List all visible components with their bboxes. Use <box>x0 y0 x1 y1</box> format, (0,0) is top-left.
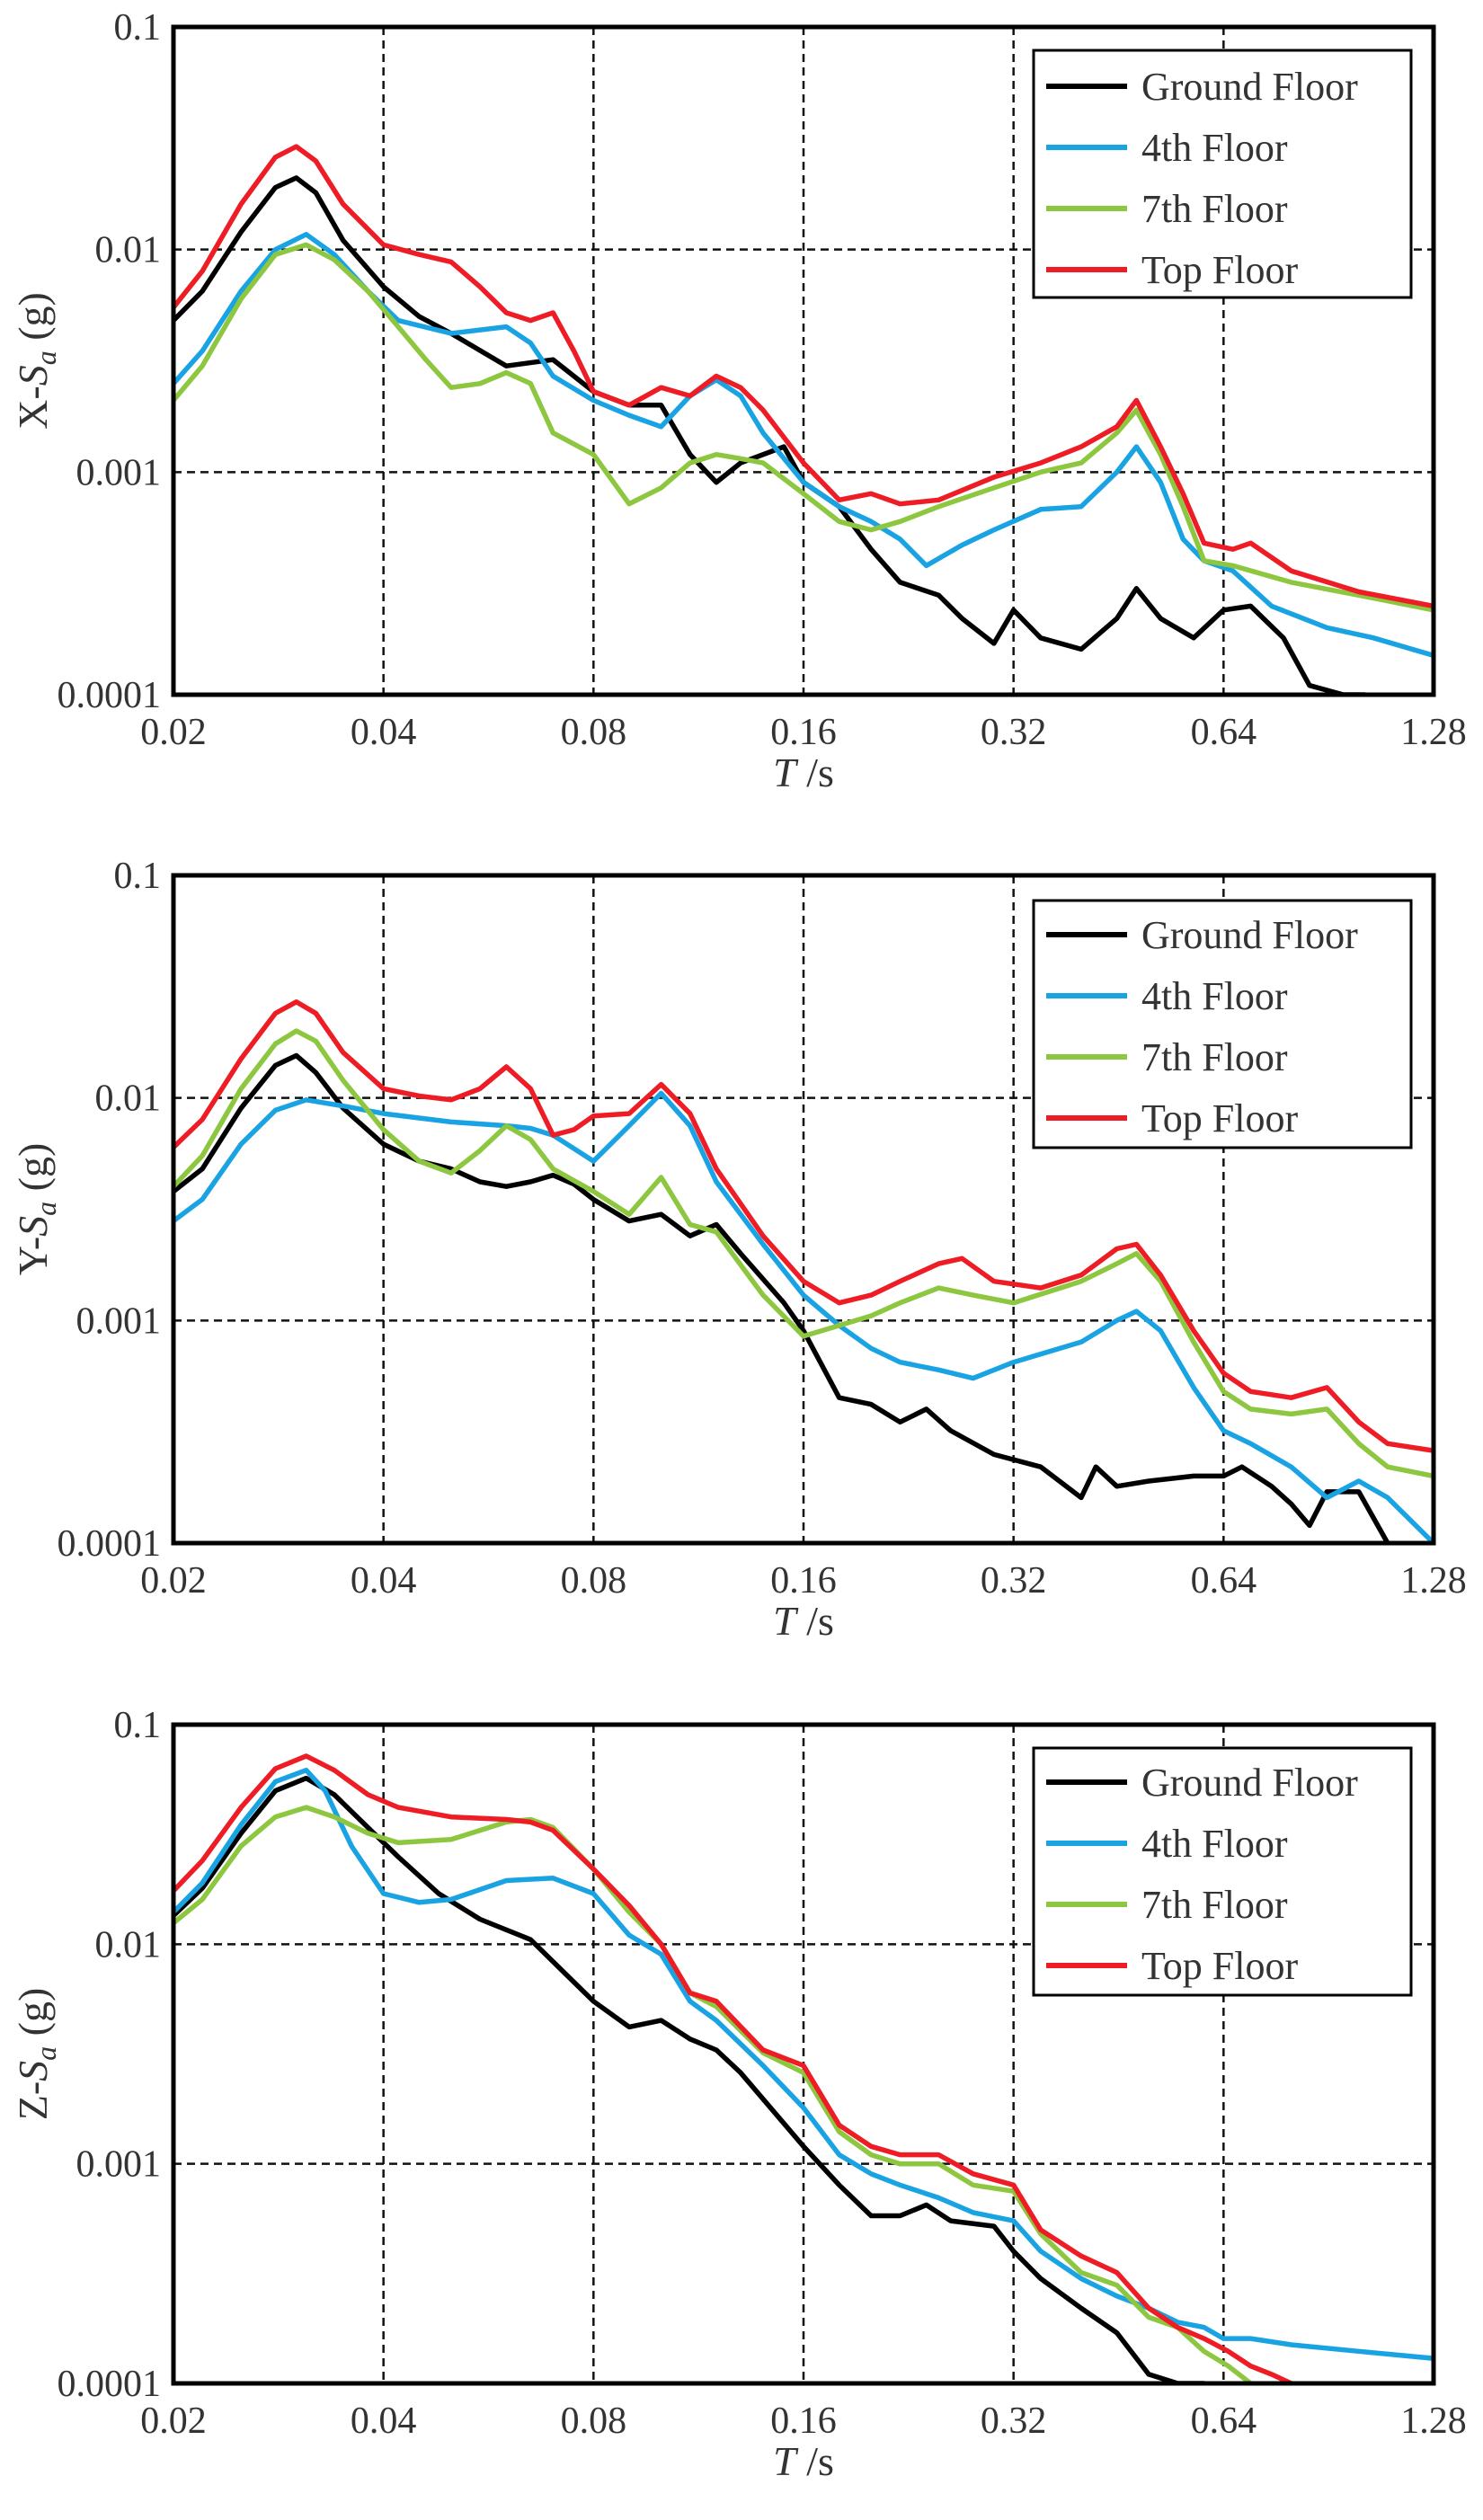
legend-label: 4th Floor <box>1141 974 1288 1018</box>
chart-panel-3: 0.02 0.04 0.08 0.16 0.32 0.64 1.28 0.0001 0.001 0… <box>10 1705 1467 2484</box>
x-tick-label: 0.04 <box>351 2400 417 2442</box>
legend-box <box>1032 1746 1413 1997</box>
y-tick-label: 0.1 <box>114 856 162 897</box>
legend-label: 7th Floor <box>1141 1035 1288 1079</box>
x-tick-label: 0.32 <box>981 1560 1047 1602</box>
series-line-4th-floor <box>173 1767 1434 2361</box>
x-tick-label: 0.02 <box>140 1560 207 1602</box>
legend: Ground Floor 4th Floor 7th Floor Top Floor <box>1032 1746 1413 1997</box>
y-tick-label: 0.0001 <box>58 1523 162 1565</box>
x-tick-label: 0.16 <box>770 1560 837 1602</box>
x-tick-label: 0.64 <box>1191 2400 1257 2442</box>
legend-label: Ground Floor <box>1141 913 1358 957</box>
y-tick-label: 0.01 <box>95 1924 162 1965</box>
x-tick-label: 0.16 <box>770 712 837 753</box>
y-tick-label: 0.1 <box>114 1705 162 1746</box>
y-tick-label: 0.01 <box>95 230 162 271</box>
x-axis-label: T /s <box>773 750 834 795</box>
x-tick-label: 0.16 <box>770 2400 837 2442</box>
series-group <box>173 999 1434 1543</box>
x-tick-label: 0.64 <box>1191 712 1257 753</box>
series-line-4th-floor <box>173 1090 1434 1543</box>
series-line-top-floor <box>173 1753 1294 2383</box>
y-tick-label: 0.0001 <box>58 675 162 716</box>
x-tick-label: 0.64 <box>1191 1560 1257 1602</box>
legend-label: Ground Floor <box>1141 65 1358 109</box>
series-line-top-floor <box>173 144 1434 609</box>
series-line-top-floor <box>173 999 1434 1453</box>
plot-frame <box>171 24 1436 697</box>
y-axis-label: Y-Sa (g) <box>10 1143 62 1276</box>
legend-box <box>1032 899 1413 1149</box>
y-axis-label: Z-Sa (g) <box>10 1988 62 2121</box>
legend-label: Top Floor <box>1141 1944 1299 1988</box>
y-tick-label: 0.001 <box>76 2144 162 2186</box>
series-group <box>173 1753 1434 2383</box>
x-tick-label: 0.04 <box>351 712 417 753</box>
y-axis-label: X-Sa (g) <box>10 292 62 430</box>
series-line-7th-floor <box>173 1805 1254 2383</box>
legend-label: 4th Floor <box>1141 1822 1288 1866</box>
y-tick-label: 0.1 <box>114 7 162 49</box>
y-tick-label: 0.01 <box>95 1078 162 1120</box>
x-tick-label: 0.04 <box>351 1560 417 1602</box>
x-tick-label: 1.28 <box>1400 712 1467 753</box>
series-line-ground-floor <box>173 1775 1207 2383</box>
legend: Ground Floor 4th Floor 7th Floor Top Floor <box>1032 49 1413 299</box>
chart-panel-2: 0.02 0.04 0.08 0.16 0.32 0.64 1.28 0.0001 0.001 0… <box>10 856 1467 1644</box>
x-tick-label: 0.32 <box>981 712 1047 753</box>
series-line-7th-floor <box>173 1028 1434 1479</box>
plot-frame <box>171 873 1436 1546</box>
legend-box <box>1032 49 1413 299</box>
x-tick-label: 0.08 <box>561 1560 627 1602</box>
legend-label: Top Floor <box>1141 248 1299 292</box>
x-tick-label: 0.02 <box>140 2400 207 2442</box>
x-tick-label: 1.28 <box>1400 2400 1467 2442</box>
x-tick-label: 1.28 <box>1400 1560 1467 1602</box>
legend-label: 7th Floor <box>1141 1883 1288 1927</box>
series-line-7th-floor <box>173 242 1434 613</box>
y-tick-label: 0.001 <box>76 452 162 493</box>
x-axis-label: T /s <box>773 2438 834 2484</box>
x-tick-label: 0.08 <box>561 712 627 753</box>
legend: Ground Floor 4th Floor 7th Floor Top Floor <box>1032 899 1413 1149</box>
chart-panel-1: 0.02 0.04 0.08 0.16 0.32 0.64 1.28 0.0001 0.001 0… <box>10 7 1467 795</box>
x-axis-label: T /s <box>773 1598 834 1644</box>
legend-label: Ground Floor <box>1141 1761 1358 1805</box>
legend-label: Top Floor <box>1141 1096 1299 1140</box>
series-group <box>173 144 1434 695</box>
x-tick-label: 0.02 <box>140 712 207 753</box>
plot-frame <box>171 1722 1436 2386</box>
legend-label: 7th Floor <box>1141 187 1288 231</box>
x-tick-label: 0.32 <box>981 2400 1047 2442</box>
y-tick-label: 0.001 <box>76 1300 162 1342</box>
legend-label: 4th Floor <box>1141 126 1288 170</box>
series-line-ground-floor <box>173 1052 1390 1543</box>
x-tick-label: 0.08 <box>561 2400 627 2442</box>
y-tick-label: 0.0001 <box>58 2364 162 2405</box>
